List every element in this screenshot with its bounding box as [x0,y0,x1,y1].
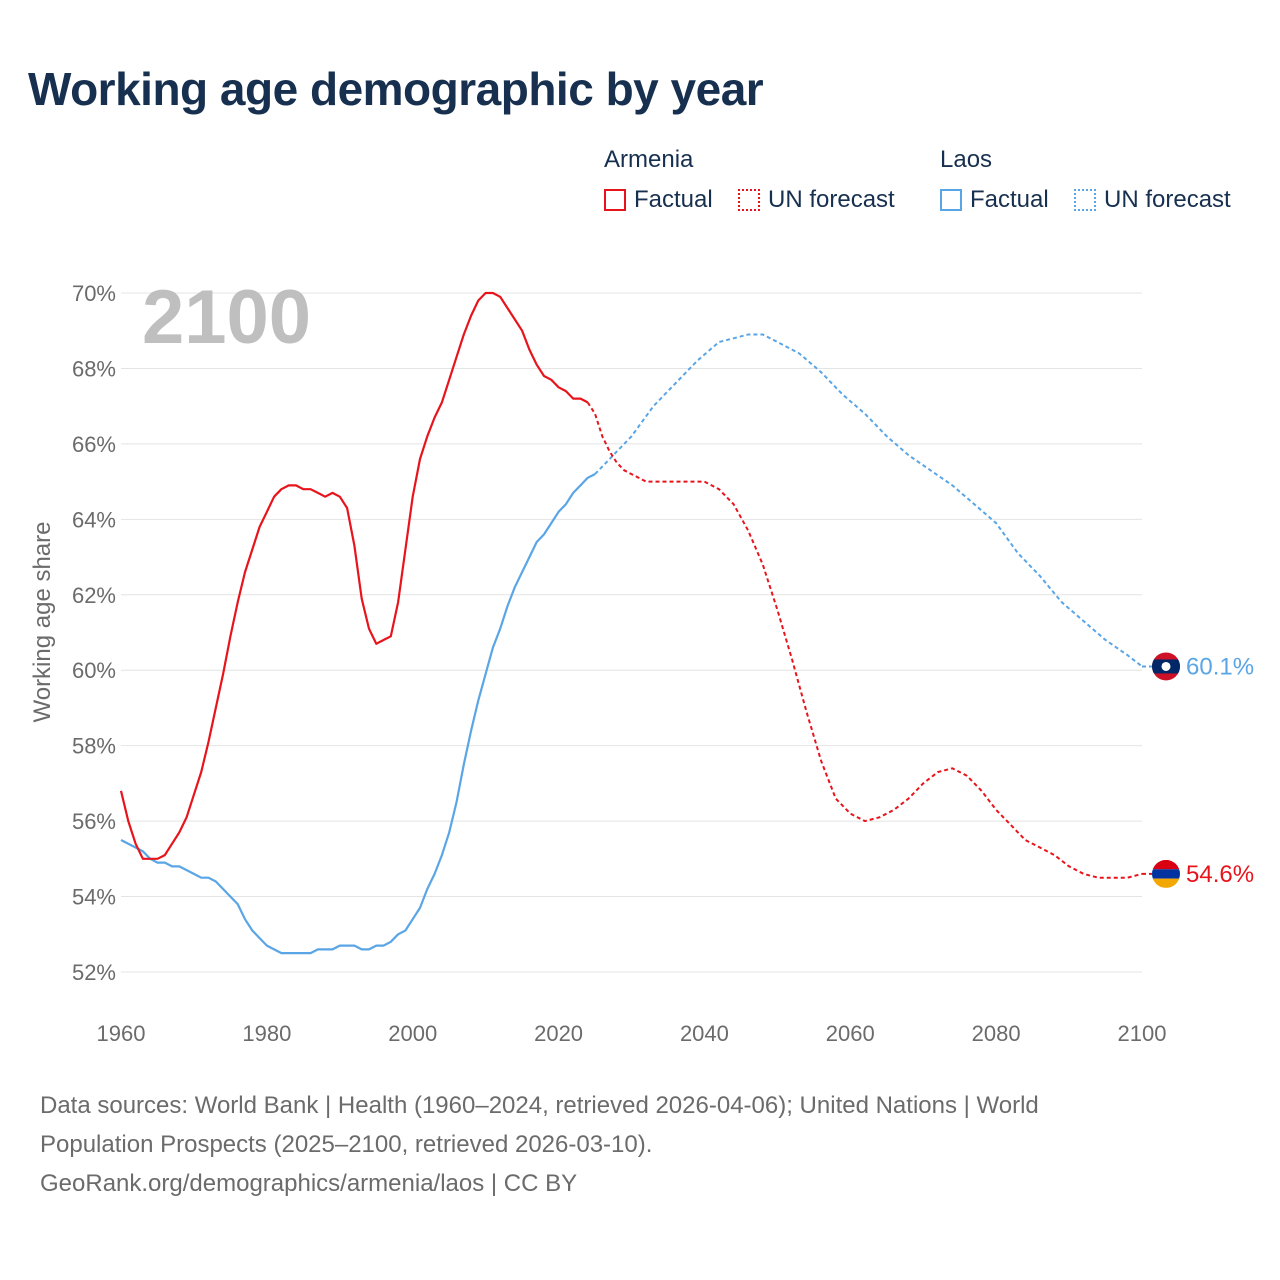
legend-label: UN forecast [1104,186,1231,213]
legend-group-name: Armenia [604,146,694,173]
laos-flag-icon [1152,652,1180,681]
laos-forecast-line[interactable] [594,333,1143,668]
legend-item-armenia-forecast[interactable]: UN forecast [738,186,895,214]
x-tick-label: 2040 [680,1021,729,1046]
x-tick-label: 2080 [972,1021,1021,1046]
x-tick-label: 1960 [97,1021,146,1046]
y-tick-label: 64% [72,507,116,532]
series-lines [119,291,1143,955]
source-link[interactable]: GeoRank.org/demographics/armenia/laos | … [40,1170,578,1197]
y-tick-label: 58% [72,734,116,759]
legend-group-name: Laos [940,146,993,173]
source-line-2: Population Prospects (2025–2100, retriev… [40,1131,653,1158]
legend-label: Factual [634,186,713,213]
y-tick-label: 70% [72,281,116,306]
x-tick-label: 2060 [826,1021,875,1046]
y-axis-label: Working age share [29,522,56,723]
armenia-end-value-label: 54.6% [1186,861,1254,888]
legend-swatch-dotted-icon [738,189,760,211]
legend-item-laos-factual[interactable]: Factual [940,186,1049,214]
x-tick-label: 1980 [242,1021,291,1046]
legend-swatch-solid-icon [940,189,962,211]
y-axis-ticks: 52% 54% 56% 58% 60% 62% 64% 66% 68% 70% [72,281,116,985]
source-line-1: Data sources: World Bank | Health (1960–… [40,1092,1039,1119]
armenia-flag-icon [1152,859,1180,888]
laos-factual-line[interactable] [120,473,596,955]
legend-item-laos-forecast[interactable]: UN forecast [1074,186,1231,214]
y-tick-label: 60% [72,658,116,683]
y-tick-label: 68% [72,356,116,381]
armenia-forecast-line[interactable] [586,401,1143,879]
source-note: Data sources: World Bank | Health (1960–… [40,1086,1240,1203]
legend-swatch-solid-icon [604,189,626,211]
y-tick-label: 56% [72,809,116,834]
x-axis-ticks: 1960 1980 2000 2020 2040 2060 2080 2100 [97,1021,1167,1046]
legend-item-armenia-factual[interactable]: Factual [604,186,713,214]
armenia-factual-line[interactable] [119,291,589,860]
legend-label: Factual [970,186,1049,213]
chart-title: Working age demographic by year [28,63,764,115]
x-tick-label: 2100 [1118,1021,1167,1046]
x-tick-label: 2000 [388,1021,437,1046]
gridlines [121,292,1142,973]
legend-swatch-dotted-icon [1074,189,1096,211]
y-tick-label: 54% [72,885,116,910]
line-chart: 2100 52% 54% 56% 58% 60% 62% 64% 66% 68% 70% 1960… [29,275,1254,1046]
y-tick-label: 66% [72,432,116,457]
laos-end-value-label: 60.1% [1186,653,1254,680]
end-markers: 54.6% 60.1% [1142,652,1254,888]
legend-label: UN forecast [768,186,895,213]
y-tick-label: 52% [72,960,116,985]
year-watermark: 2100 [142,275,311,360]
x-tick-label: 2020 [534,1021,583,1046]
y-tick-label: 62% [72,583,116,608]
